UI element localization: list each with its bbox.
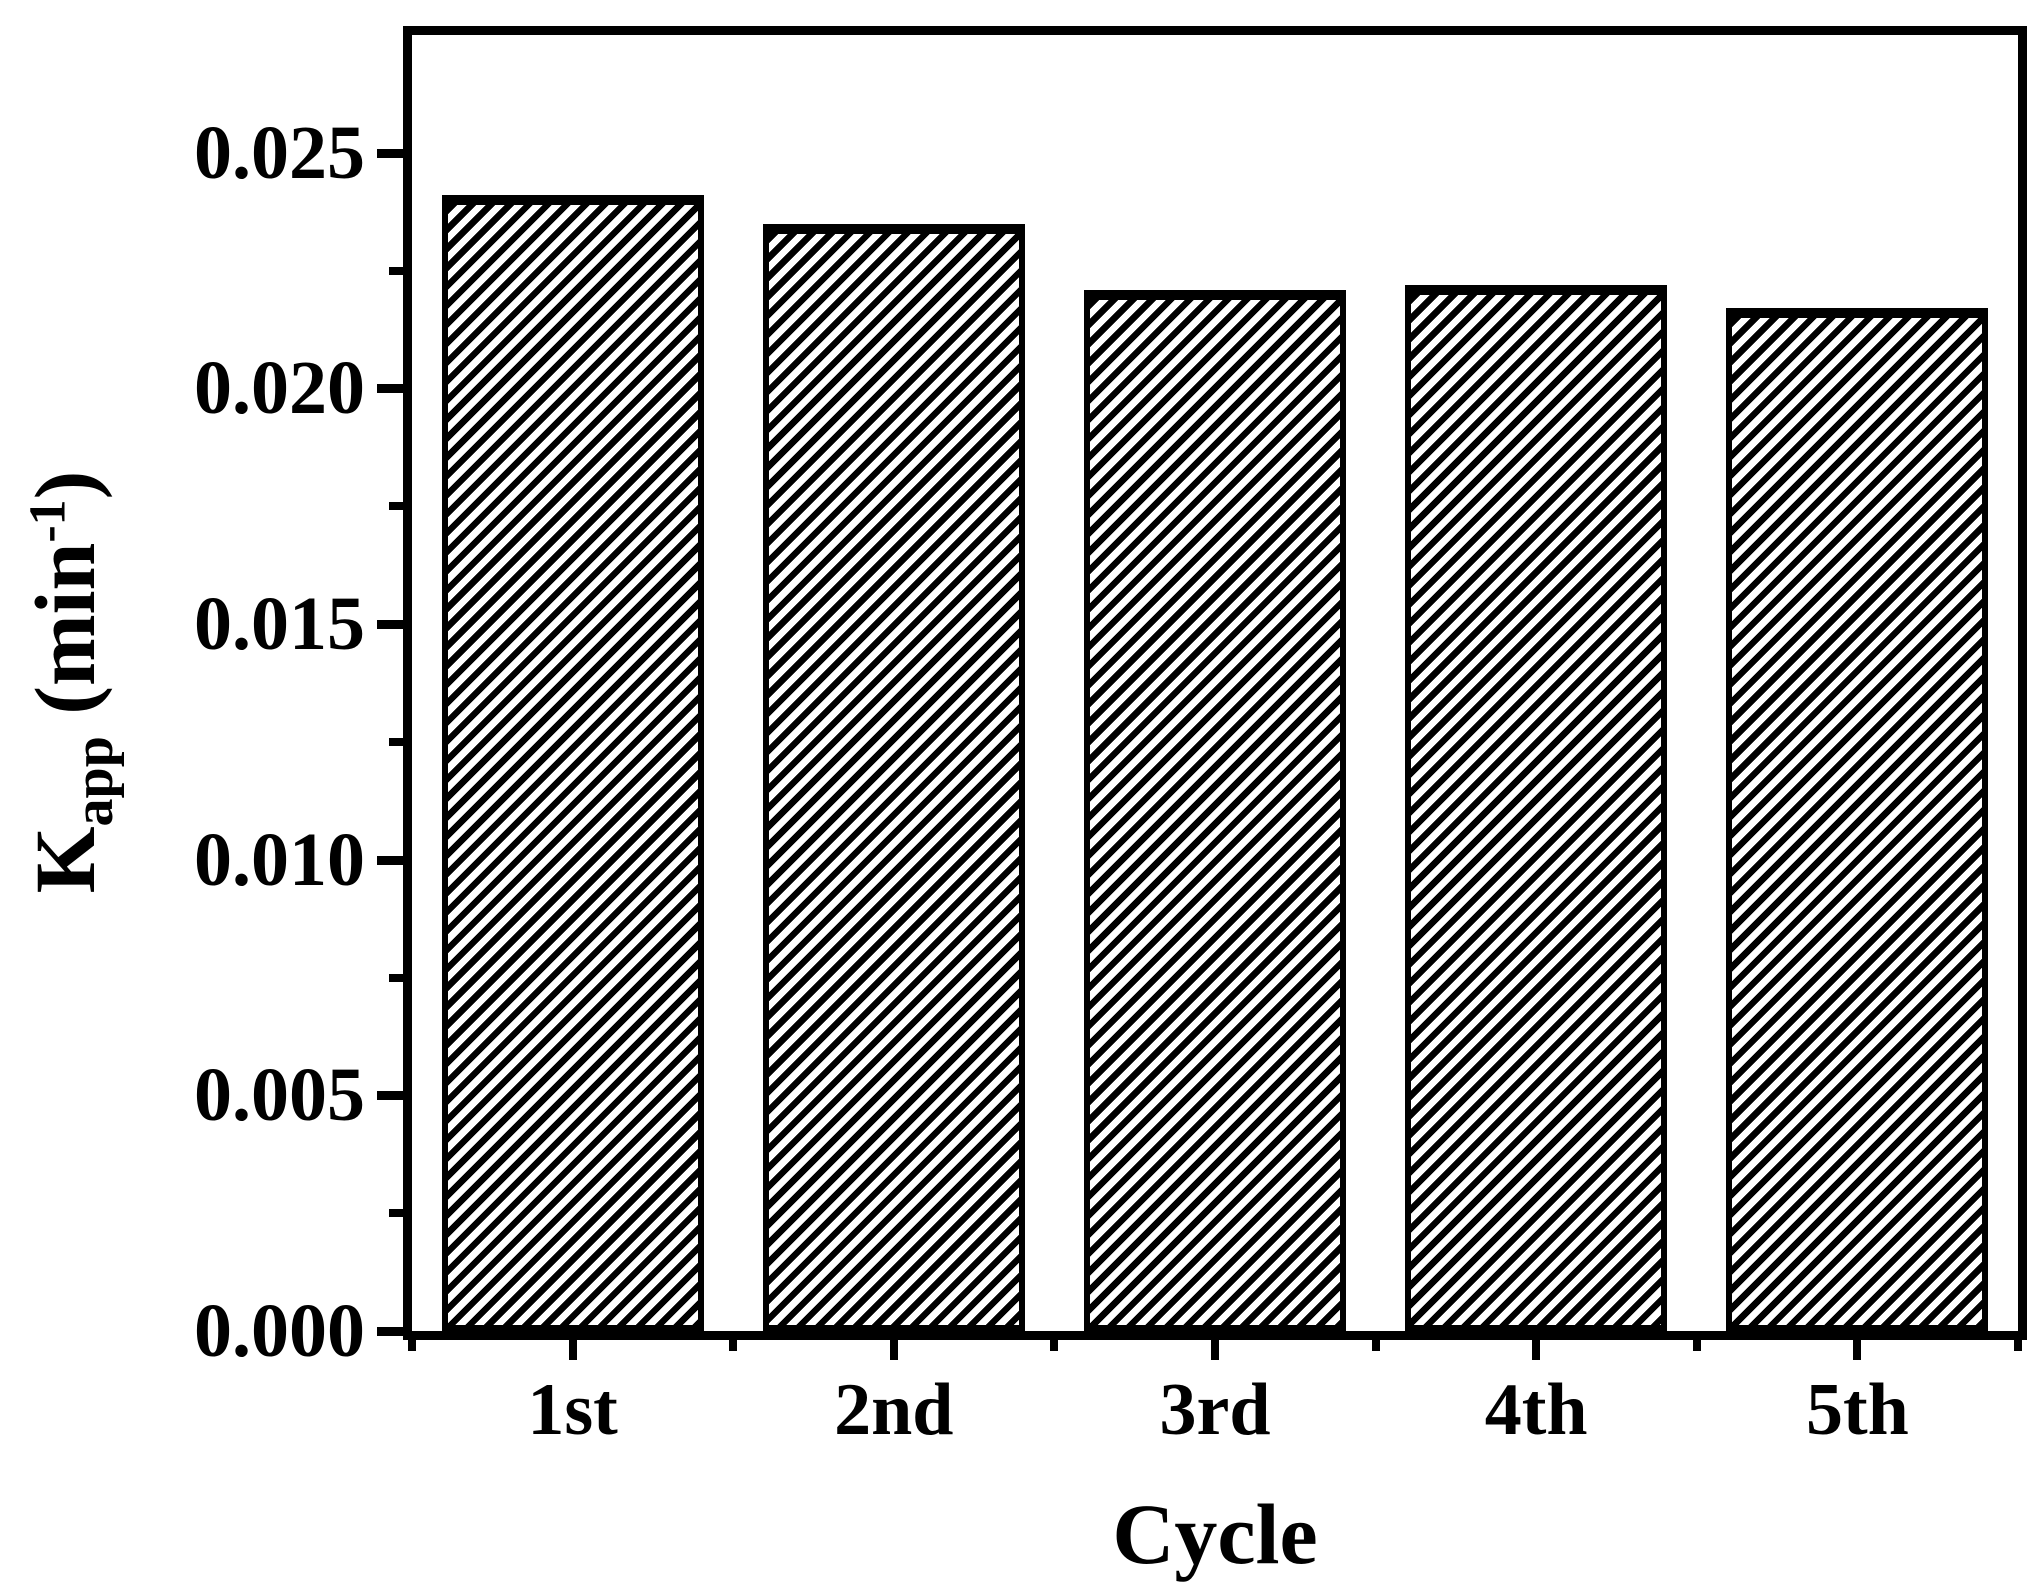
x-axis-tick-label: 2nd (834, 1369, 954, 1451)
x-axis-tick-label: 5th (1805, 1369, 1909, 1451)
y-axis-title-subscript: app (63, 736, 126, 827)
y-axis-tick-label: 0.010 (194, 817, 365, 902)
y-axis-minor-tick (389, 973, 403, 982)
y-axis-minor-tick (389, 1209, 403, 1218)
y-axis-minor-tick (389, 266, 403, 275)
x-axis-minor-tick (729, 1340, 738, 1351)
x-axis-major-tick (1211, 1340, 1219, 1360)
x-axis-major-tick (889, 1340, 898, 1360)
y-axis-major-tick (377, 620, 403, 630)
y-axis-minor-tick (389, 737, 403, 746)
y-axis-major-tick (377, 384, 403, 394)
y-axis-major-tick (377, 1327, 403, 1336)
x-axis-major-tick (1853, 1340, 1862, 1360)
y-axis-tick-label: 0.000 (194, 1289, 365, 1373)
bar-3rd (1084, 289, 1346, 1331)
bar-2nd (762, 223, 1025, 1331)
x-axis-minor-tick (1692, 1340, 1701, 1351)
y-axis-tick-label: 0.025 (194, 110, 365, 195)
x-axis-minor-tick (408, 1340, 416, 1351)
x-axis-minor-tick (2014, 1340, 2022, 1351)
y-axis-major-tick (377, 855, 403, 865)
x-axis-tick-label: 3rd (1159, 1369, 1271, 1451)
x-axis-tick-label: 1st (527, 1369, 618, 1451)
bar-1st (441, 195, 704, 1331)
y-axis-title-close: ) (17, 470, 113, 500)
y-axis-title-base: K (17, 826, 113, 894)
y-axis-title: Kapp (min-1) (15, 82, 125, 1282)
bar-5th (1726, 308, 1989, 1331)
y-axis-tick-label: 0.015 (194, 582, 365, 667)
y-axis-major-tick (377, 1091, 403, 1101)
y-axis-tick-label: 0.005 (194, 1053, 365, 1138)
y-axis-title-unit: (min (17, 542, 113, 737)
x-axis-title: Cycle (1112, 1486, 1318, 1582)
y-axis-minor-tick (389, 502, 403, 511)
x-axis-tick-label: 4th (1484, 1369, 1588, 1451)
bar-4th (1405, 284, 1668, 1331)
x-axis-major-tick (1532, 1340, 1541, 1360)
plot-area (412, 35, 2018, 1331)
y-axis-major-tick (377, 148, 403, 158)
x-axis-minor-tick (1371, 1340, 1380, 1351)
y-axis-title-superscript: -1 (19, 499, 77, 543)
y-axis-tick-label: 0.020 (194, 346, 365, 431)
x-axis-minor-tick (1050, 1340, 1059, 1351)
x-axis-major-tick (568, 1340, 577, 1360)
plot-frame (403, 26, 2027, 1340)
